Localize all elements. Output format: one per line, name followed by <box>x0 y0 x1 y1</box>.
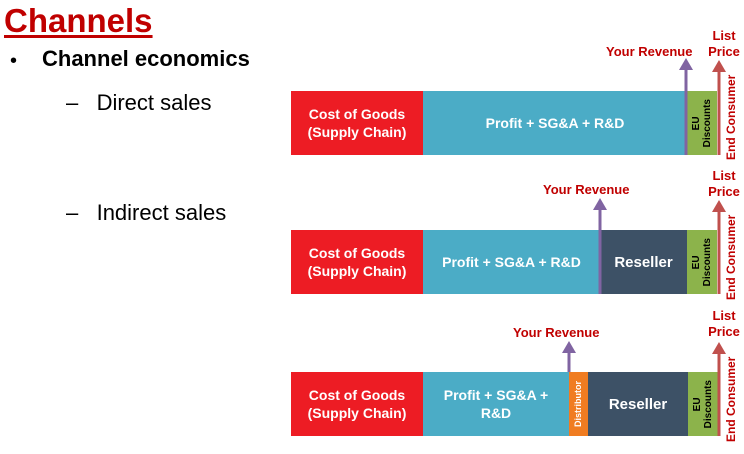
your-revenue-label: Your Revenue <box>606 44 693 59</box>
bullet-marker: • <box>10 50 18 72</box>
profit-segment: Profit + SG&A + R&D <box>423 230 600 294</box>
price-arrowhead <box>712 342 726 354</box>
your-revenue-label: Your Revenue <box>543 182 630 197</box>
revenue-arrowhead <box>562 341 576 353</box>
eu-discounts-segment: EU Discounts <box>687 91 717 155</box>
page-title: Channels <box>4 2 153 39</box>
eu-discounts-segment: EU Discounts <box>688 372 718 436</box>
indirect-sales-label: Indirect sales <box>96 200 227 225</box>
revenue-arrowhead <box>679 58 693 70</box>
eu-discounts-segment: EU Discounts <box>687 230 717 294</box>
cogs-segment: Cost of Goods (Supply Chain) <box>291 372 423 436</box>
price-label: Price <box>708 44 740 59</box>
cogs-segment: Cost of Goods (Supply Chain) <box>291 91 423 155</box>
list-price-label: List Price <box>704 168 744 200</box>
distributor-segment: Distributor <box>569 372 588 436</box>
profit-segment: Profit + SG&A + R&D <box>423 91 687 155</box>
reseller-segment: Reseller <box>588 372 688 436</box>
revenue-arrowhead <box>593 198 607 210</box>
sub-bullet-indirect: – Indirect sales <box>66 200 227 225</box>
price-label: Price <box>708 324 740 339</box>
list-price-label: List Price <box>704 308 744 340</box>
list-label: List <box>712 308 736 323</box>
list-label: List <box>712 28 736 43</box>
cogs-segment: Cost of Goods (Supply Chain) <box>291 230 423 294</box>
profit-segment: Profit + SG&A + R&D <box>423 372 569 436</box>
price-arrowhead <box>712 200 726 212</box>
your-revenue-label: Your Revenue <box>513 325 600 340</box>
list-label: List <box>712 168 736 183</box>
direct-sales-label: Direct sales <box>96 90 212 115</box>
sub-bullet-direct: – Direct sales <box>66 90 212 115</box>
reseller-segment: Reseller <box>600 230 687 294</box>
bullet-channel-economics: Channel economics <box>42 46 250 71</box>
list-price-label: List Price <box>704 28 744 60</box>
price-arrowhead <box>712 60 726 72</box>
price-label: Price <box>708 184 740 199</box>
